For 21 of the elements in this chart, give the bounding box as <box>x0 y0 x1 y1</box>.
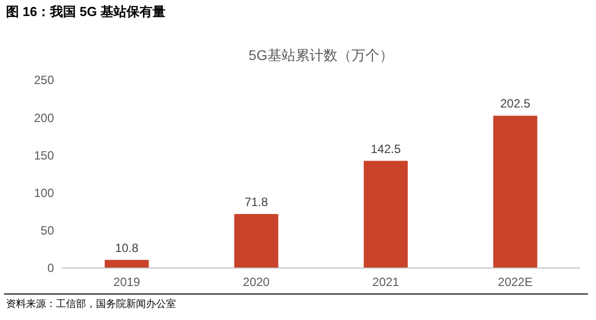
y-tick-label: 150 <box>34 148 54 162</box>
x-tick-label: 2021 <box>372 275 400 289</box>
chart-subtitle: 5G基站累计数（万个） <box>248 47 394 63</box>
data-label: 202.5 <box>500 96 531 111</box>
bar <box>104 260 149 268</box>
y-tick-label: 100 <box>34 186 54 200</box>
x-tick-label: 2019 <box>113 275 140 289</box>
text: 资料来源：工信部，国务院新闻办公室 <box>6 298 176 310</box>
y-tick-label: 50 <box>40 224 54 238</box>
x-tick-label: 2022E <box>498 275 533 289</box>
bar <box>493 116 538 268</box>
y-tick-label: 250 <box>34 73 54 88</box>
bar <box>364 160 408 268</box>
data-label: 71.8 <box>244 195 268 210</box>
data-label: 142.5 <box>370 142 402 156</box>
y-tick-label: 200 <box>34 110 54 125</box>
y-tick-label: 0 <box>47 261 54 276</box>
x-tick-label: 2020 <box>242 275 270 289</box>
data-label: 10.8 <box>115 240 139 255</box>
chart-title: 图 16：我国 5G 基站保有量 <box>6 4 166 19</box>
bar <box>234 214 278 268</box>
